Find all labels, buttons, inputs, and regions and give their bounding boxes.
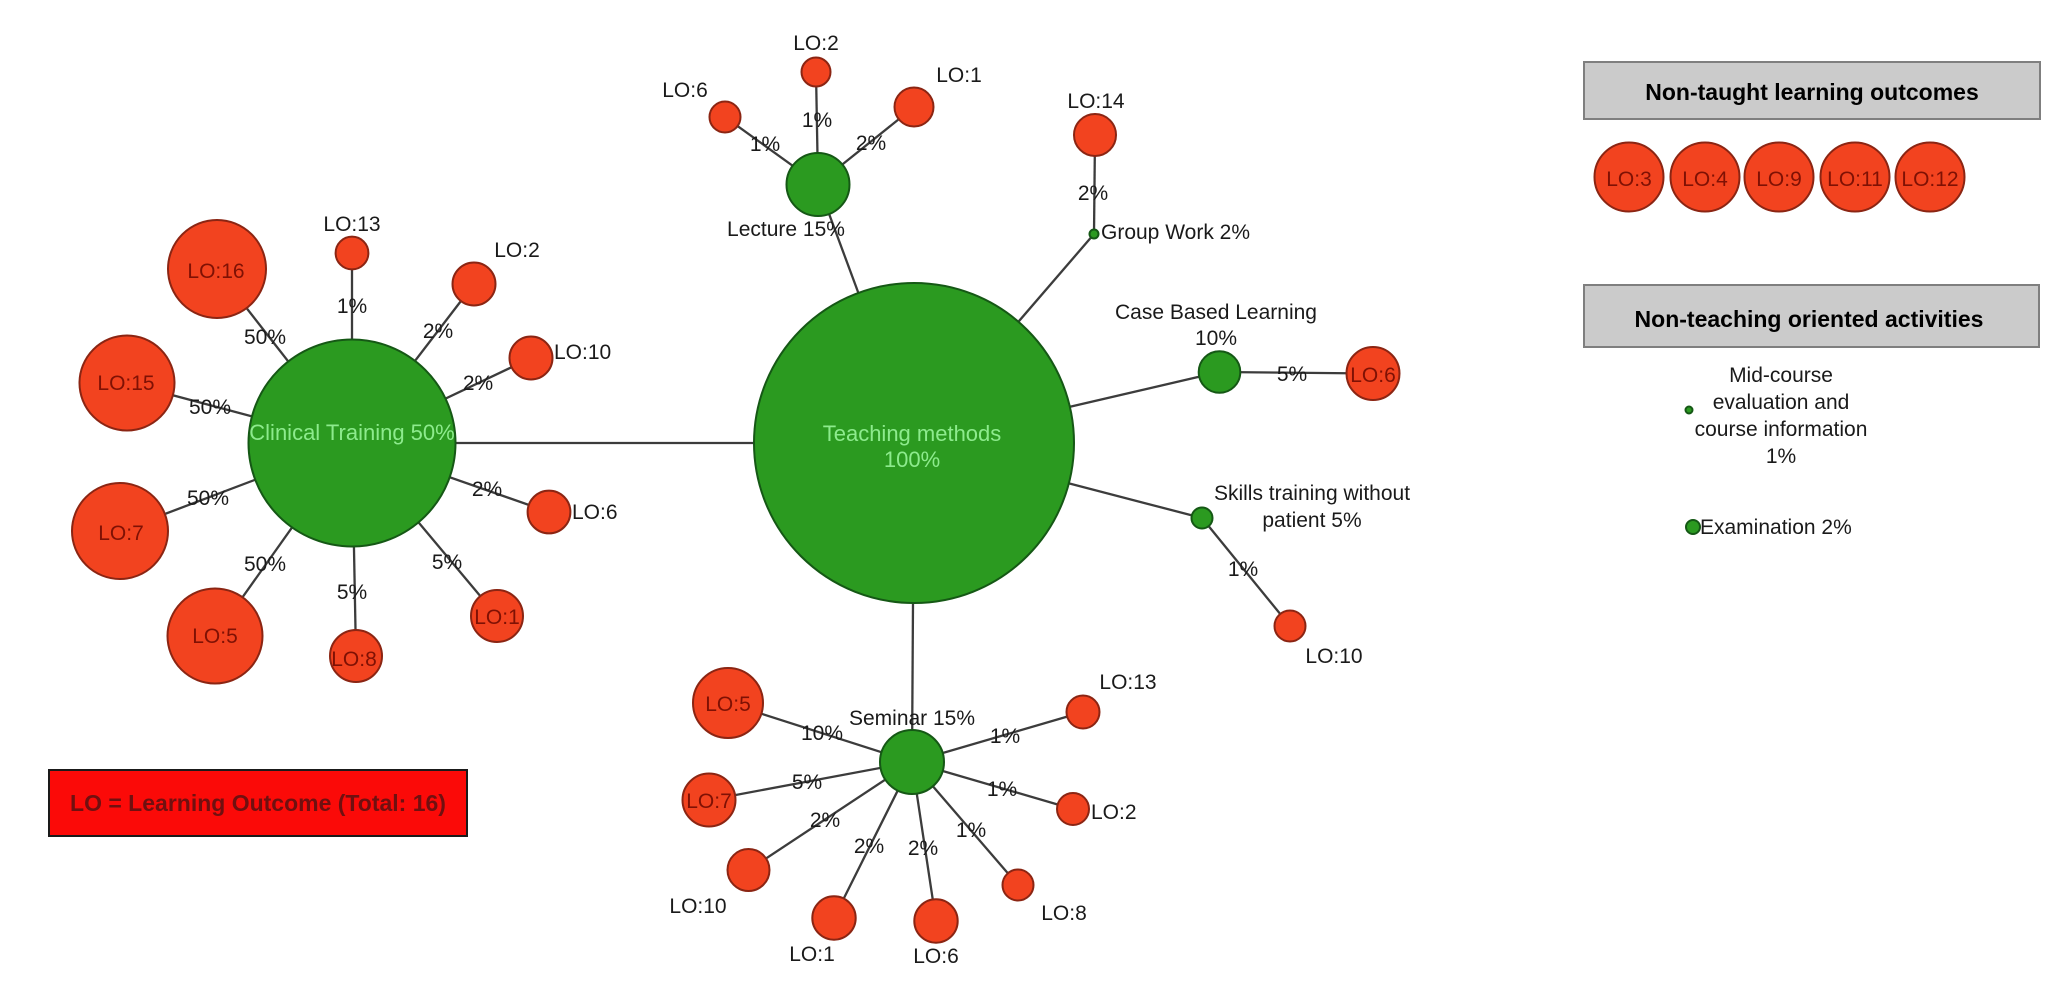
svg-text:2%: 2% (854, 835, 884, 858)
svg-text:5%: 5% (337, 581, 367, 604)
svg-text:Case Based Learning: Case Based Learning (1115, 301, 1317, 324)
svg-text:Non-taught learning outcomes: Non-taught learning outcomes (1645, 79, 1979, 105)
svg-text:LO:11: LO:11 (1827, 168, 1883, 191)
svg-text:LO:6: LO:6 (662, 79, 708, 102)
svg-text:1%: 1% (990, 725, 1020, 748)
svg-text:Group Work 2%: Group Work 2% (1101, 221, 1250, 244)
svg-text:Lecture 15%: Lecture 15% (727, 218, 845, 241)
svg-text:1%: 1% (1766, 445, 1796, 468)
svg-text:5%: 5% (432, 551, 462, 574)
svg-text:LO:10: LO:10 (669, 895, 726, 918)
svg-text:LO:14: LO:14 (1067, 90, 1125, 113)
svg-text:LO:6: LO:6 (913, 945, 959, 968)
svg-text:LO:12: LO:12 (1901, 168, 1958, 191)
svg-text:LO:16: LO:16 (187, 260, 244, 283)
svg-text:10%: 10% (1195, 327, 1237, 350)
svg-text:evaluation and: evaluation and (1713, 391, 1850, 414)
svg-text:Clinical Training 50%: Clinical Training 50% (249, 420, 454, 445)
svg-text:10%: 10% (801, 722, 843, 745)
svg-text:LO:6: LO:6 (572, 501, 618, 524)
svg-text:Skills training without: Skills training without (1214, 482, 1410, 505)
svg-text:LO:13: LO:13 (323, 213, 380, 236)
svg-text:Non-teaching oriented activiti: Non-teaching oriented activities (1635, 306, 1984, 332)
svg-text:2%: 2% (908, 837, 938, 860)
svg-text:Examination 2%: Examination 2% (1700, 516, 1852, 539)
svg-text:5%: 5% (792, 771, 822, 794)
svg-text:LO:15: LO:15 (97, 372, 154, 395)
svg-text:50%: 50% (189, 396, 231, 419)
svg-text:LO:7: LO:7 (98, 522, 144, 545)
svg-text:Mid-course: Mid-course (1729, 364, 1833, 387)
svg-text:1%: 1% (802, 109, 832, 132)
svg-text:LO:8: LO:8 (331, 648, 377, 671)
svg-text:1%: 1% (987, 778, 1017, 801)
svg-text:5%: 5% (1277, 363, 1307, 386)
svg-text:LO:10: LO:10 (1305, 645, 1362, 668)
svg-text:LO:2: LO:2 (494, 239, 540, 262)
svg-text:course information: course information (1695, 418, 1868, 441)
svg-text:1%: 1% (750, 133, 780, 156)
svg-text:2%: 2% (463, 372, 493, 395)
svg-text:1%: 1% (1228, 558, 1258, 581)
svg-text:LO:5: LO:5 (192, 625, 238, 648)
svg-text:LO:1: LO:1 (474, 606, 520, 629)
svg-text:100%: 100% (884, 447, 940, 472)
svg-text:50%: 50% (244, 326, 286, 349)
svg-text:LO:2: LO:2 (1091, 801, 1137, 824)
svg-text:50%: 50% (244, 553, 286, 576)
svg-text:LO:2: LO:2 (793, 32, 839, 55)
svg-text:2%: 2% (472, 478, 502, 501)
svg-text:1%: 1% (956, 819, 986, 842)
svg-text:LO:13: LO:13 (1099, 671, 1156, 694)
svg-text:LO:1: LO:1 (789, 943, 835, 966)
svg-text:1%: 1% (337, 295, 367, 318)
svg-text:LO = Learning Outcome (Total:: LO = Learning Outcome (Total: 16) (70, 790, 446, 816)
svg-text:LO:5: LO:5 (705, 693, 751, 716)
svg-text:Seminar 15%: Seminar 15% (849, 707, 975, 730)
svg-text:LO:4: LO:4 (1682, 168, 1728, 191)
svg-text:Teaching methods: Teaching methods (823, 421, 1002, 446)
svg-text:LO:3: LO:3 (1606, 168, 1652, 191)
svg-text:patient 5%: patient 5% (1262, 509, 1361, 532)
svg-text:2%: 2% (810, 809, 840, 832)
svg-text:LO:1: LO:1 (936, 64, 982, 87)
svg-text:50%: 50% (187, 487, 229, 510)
svg-text:2%: 2% (1078, 182, 1108, 205)
svg-text:2%: 2% (423, 320, 453, 343)
svg-text:LO:10: LO:10 (554, 341, 611, 364)
svg-text:LO:7: LO:7 (686, 790, 732, 813)
svg-text:LO:6: LO:6 (1350, 364, 1396, 387)
svg-text:2%: 2% (856, 132, 886, 155)
svg-text:LO:8: LO:8 (1041, 902, 1087, 925)
svg-text:LO:9: LO:9 (1756, 168, 1802, 191)
